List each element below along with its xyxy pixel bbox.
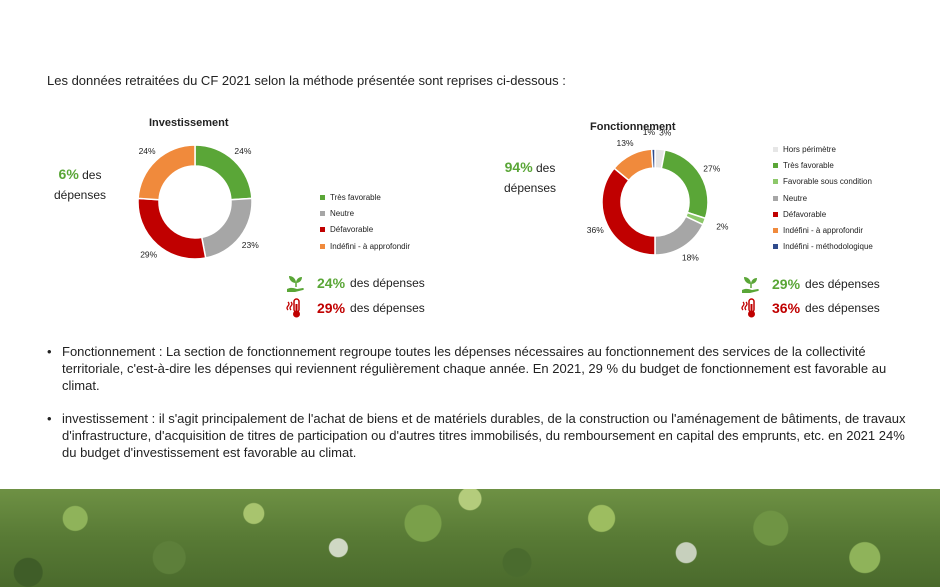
kpi-investissement-favorable-text: des dépenses	[350, 276, 425, 290]
legend-swatch	[773, 179, 778, 185]
slice-label: 1%	[643, 127, 656, 137]
legend-label: Hors périmètre	[783, 144, 836, 154]
slice-label: 23%	[242, 240, 259, 250]
legend-label: Favorable sous condition	[783, 177, 872, 187]
legend-item: Hors périmètre	[773, 141, 873, 157]
slice-label: 2%	[716, 221, 729, 231]
slice-label: 18%	[682, 253, 699, 263]
chart-title-fonctionnement: Fonctionnement	[590, 121, 676, 133]
legend-investissement: Très favorable Neutre Défavorable Indéfini …	[320, 189, 410, 254]
kpi-fonctionnement-defavorable-text: des dépenses	[805, 301, 880, 315]
fonctionnement-share: 94% des dépenses	[498, 157, 562, 198]
kpi-investissement-favorable-value: 24%	[317, 275, 346, 291]
kpi-fonctionnement-defavorable: 36% des dépenses	[740, 297, 880, 319]
legend-label: Indéfini - méthodologique	[783, 242, 873, 252]
seedling-hand-icon	[285, 272, 307, 294]
legend-item: Défavorable	[773, 206, 873, 222]
legend-label: Neutre	[330, 208, 355, 218]
kpi-fonctionnement-favorable-value: 29%	[772, 276, 801, 292]
legend-label: Neutre	[783, 193, 808, 203]
slice-label: 3%	[659, 127, 672, 137]
legend-swatch	[320, 227, 325, 233]
legend-label: Très favorable	[330, 192, 381, 202]
legend-swatch	[773, 228, 778, 234]
donut-slice-ind-fini-approfondir	[137, 144, 196, 201]
note-investissement: investissement : il s'agit principalemen…	[47, 410, 907, 461]
legend-swatch	[320, 194, 325, 200]
legend-label: Défavorable	[783, 209, 827, 219]
donut-slice-tr-s-favorable	[660, 149, 709, 220]
slice-label: 27%	[703, 163, 720, 173]
legend-swatch	[773, 195, 778, 201]
legend-item: Très favorable	[773, 157, 873, 173]
legend-item: Défavorable	[320, 222, 410, 238]
kpi-investissement-favorable: 24% des dépenses	[285, 272, 425, 294]
kpi-fonctionnement-defavorable-value: 36%	[772, 300, 801, 316]
legend-item: Très favorable	[320, 189, 410, 205]
legend-item: Indéfini - à approfondir	[773, 222, 873, 238]
fonctionnement-share-text-1: des	[536, 161, 556, 175]
slice-label: 24%	[234, 146, 251, 156]
chart-title-investissement: Investissement	[149, 117, 229, 129]
kpi-investissement-defavorable-value: 29%	[317, 300, 346, 316]
legend-label: Très favorable	[783, 160, 834, 170]
legend-item: Neutre	[773, 190, 873, 206]
slice-label: 29%	[140, 250, 157, 260]
donut-slice-neutre	[654, 215, 704, 256]
legend-swatch	[773, 211, 778, 217]
slice-label: 36%	[587, 225, 604, 235]
slice-label: 13%	[617, 138, 634, 148]
legend-swatch	[320, 243, 325, 249]
legend-item: Indéfini - à approfondir	[320, 238, 410, 254]
forest-banner-image	[0, 489, 940, 587]
seedling-hand-icon	[740, 273, 762, 295]
legend-item: Indéfini - méthodologique	[773, 239, 873, 255]
legend-item: Neutre	[320, 205, 410, 221]
legend-item: Favorable sous condition	[773, 174, 873, 190]
donut-slice-d-favorable	[601, 167, 656, 256]
donut-slice-ind-fini-m-thodologique	[650, 148, 656, 169]
donut-chart-fonctionnement: 3% 27% 2% 18% 36% 13% 1%	[587, 127, 729, 263]
thermometer-heat-icon	[740, 297, 762, 319]
slice-label: 24%	[139, 146, 156, 156]
kpi-fonctionnement-favorable: 29% des dépenses	[740, 273, 880, 295]
investissement-share-pct: 6%	[58, 166, 79, 182]
legend-swatch	[773, 146, 778, 152]
investissement-share-text-2: dépenses	[53, 188, 107, 202]
intro-text: Les données retraitées du CF 2021 selon …	[47, 73, 566, 88]
kpi-fonctionnement-favorable-text: des dépenses	[805, 277, 880, 291]
investissement-share: 6% des dépenses	[50, 164, 110, 205]
legend-swatch	[320, 210, 325, 216]
donut-chart-investissement: 24% 23% 29% 24%	[137, 144, 259, 260]
kpi-investissement-defavorable-text: des dépenses	[350, 301, 425, 315]
legend-swatch	[773, 162, 778, 168]
legend-label: Défavorable	[330, 225, 374, 235]
legend-label: Indéfini - à approfondir	[330, 241, 411, 251]
investissement-share-text-1: des	[82, 168, 102, 182]
legend-swatch	[773, 244, 778, 250]
note-fonctionnement: Fonctionnement : La section de fonctionn…	[47, 343, 907, 394]
thermometer-heat-icon	[285, 297, 307, 319]
legend-fonctionnement: Hors périmètre Très favorable Favorable so…	[773, 141, 873, 255]
legend-label: Indéfini - à approfondir	[783, 226, 864, 236]
fonctionnement-share-pct: 94%	[504, 159, 533, 175]
fonctionnement-share-text-2: dépenses	[503, 181, 557, 195]
kpi-investissement-defavorable: 29% des dépenses	[285, 297, 425, 319]
notes-list: Fonctionnement : La section de fonctionn…	[47, 343, 907, 477]
